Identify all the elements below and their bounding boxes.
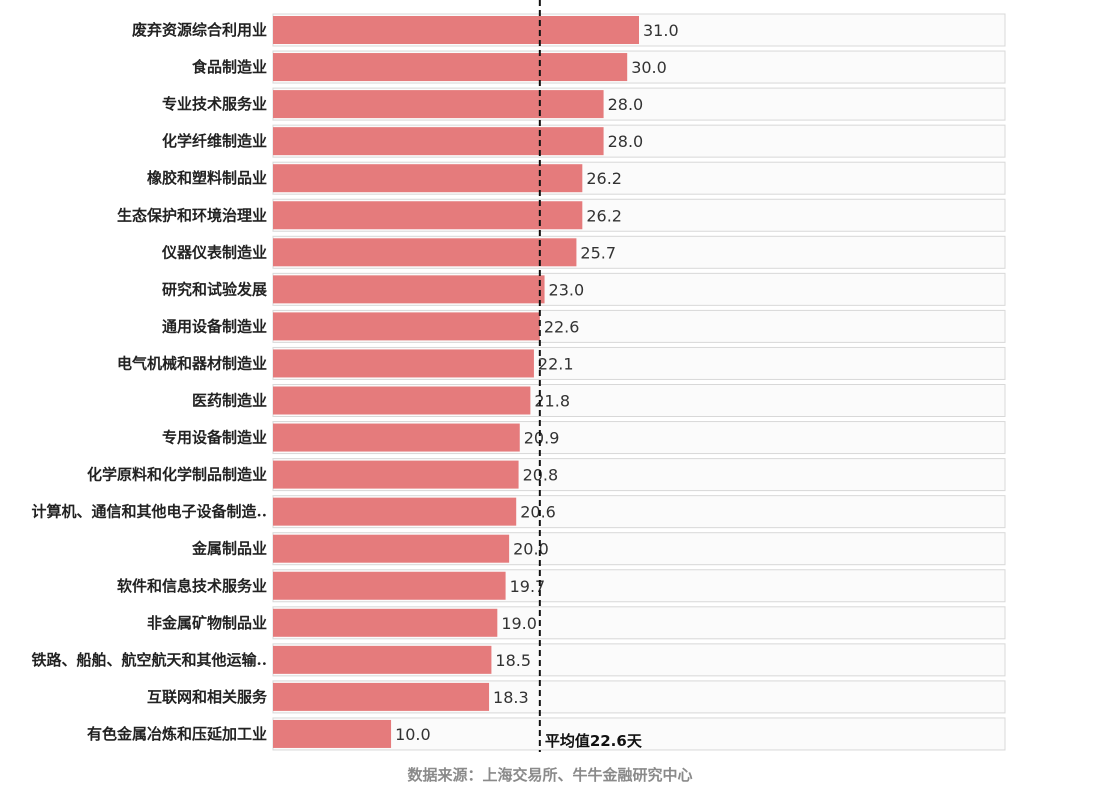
category-label: 废弃资源综合利用业 [132, 21, 267, 39]
category-label: 软件和信息技术服务业 [117, 577, 267, 595]
category-label: 化学纤维制造业 [162, 132, 267, 150]
industry-bar-chart: 废弃资源综合利用业 31.0 食品制造业 30.0 专业技术服务业 28.0 化学纤维制造业… [32, 0, 1006, 752]
value-label: 28.0 [608, 132, 644, 151]
value-label: 23.0 [549, 280, 585, 299]
bar [273, 608, 498, 637]
bar [273, 645, 492, 674]
category-label: 食品制造业 [192, 58, 267, 76]
bar [273, 423, 520, 452]
category-label: 互联网和相关服务 [147, 688, 268, 706]
bar [273, 349, 534, 378]
bar [273, 571, 506, 600]
value-label: 25.7 [580, 243, 616, 262]
value-label: 18.3 [493, 688, 529, 707]
bar [273, 127, 604, 156]
bar [273, 238, 577, 267]
value-label: 22.1 [538, 354, 574, 373]
bar [273, 719, 392, 748]
bar [273, 534, 510, 563]
bar [273, 386, 531, 415]
bar [273, 16, 639, 44]
bar [273, 460, 519, 489]
data-source-note: 数据来源：上海交易所、牛牛金融研究中心 [407, 766, 693, 784]
value-label: 21.8 [534, 392, 570, 411]
category-label: 橡胶和塑料制品业 [147, 169, 267, 187]
category-label: 金属制品业 [191, 540, 267, 558]
value-label: 31.0 [643, 21, 679, 40]
value-label: 30.0 [631, 58, 667, 77]
category-label: 专用设备制造业 [162, 429, 267, 447]
category-label: 生态保护和环境治理业 [117, 206, 267, 224]
value-label: 20.0 [513, 540, 549, 559]
bar [273, 201, 583, 230]
value-label: 20.9 [524, 429, 560, 448]
bar [273, 53, 628, 82]
bar [273, 90, 604, 119]
category-label: 医药制造业 [192, 392, 267, 410]
value-label: 26.2 [586, 206, 622, 225]
bar [273, 275, 545, 304]
category-label: 研究和试验发展 [162, 280, 267, 298]
category-label: 化学原料和化学制品制造业 [87, 466, 267, 484]
average-label: 平均值22.6天 [545, 732, 643, 750]
value-label: 22.6 [544, 317, 580, 336]
category-label: 铁路、船舶、航空航天和其他运输.. [32, 651, 267, 669]
category-label: 计算机、通信和其他电子设备制造.. [32, 503, 267, 521]
value-label: 28.0 [608, 95, 644, 114]
category-label: 仪器仪表制造业 [161, 243, 267, 261]
category-label: 有色金属冶炼和压延加工业 [87, 725, 267, 743]
category-label: 电气机械和器材制造业 [117, 354, 267, 372]
value-label: 19.7 [510, 577, 546, 596]
bar [273, 682, 490, 711]
category-label: 专业技术服务业 [162, 95, 267, 113]
bar [273, 312, 540, 341]
value-label: 26.2 [586, 169, 622, 188]
category-label: 非金属矿物制品业 [147, 614, 267, 632]
value-label: 19.0 [501, 614, 537, 633]
value-label: 20.6 [520, 503, 556, 522]
bar-track [272, 717, 1006, 751]
bar [273, 497, 517, 526]
value-label: 18.5 [495, 651, 531, 670]
bar [273, 164, 583, 193]
category-label: 通用设备制造业 [162, 317, 267, 335]
value-label: 10.0 [395, 725, 431, 744]
